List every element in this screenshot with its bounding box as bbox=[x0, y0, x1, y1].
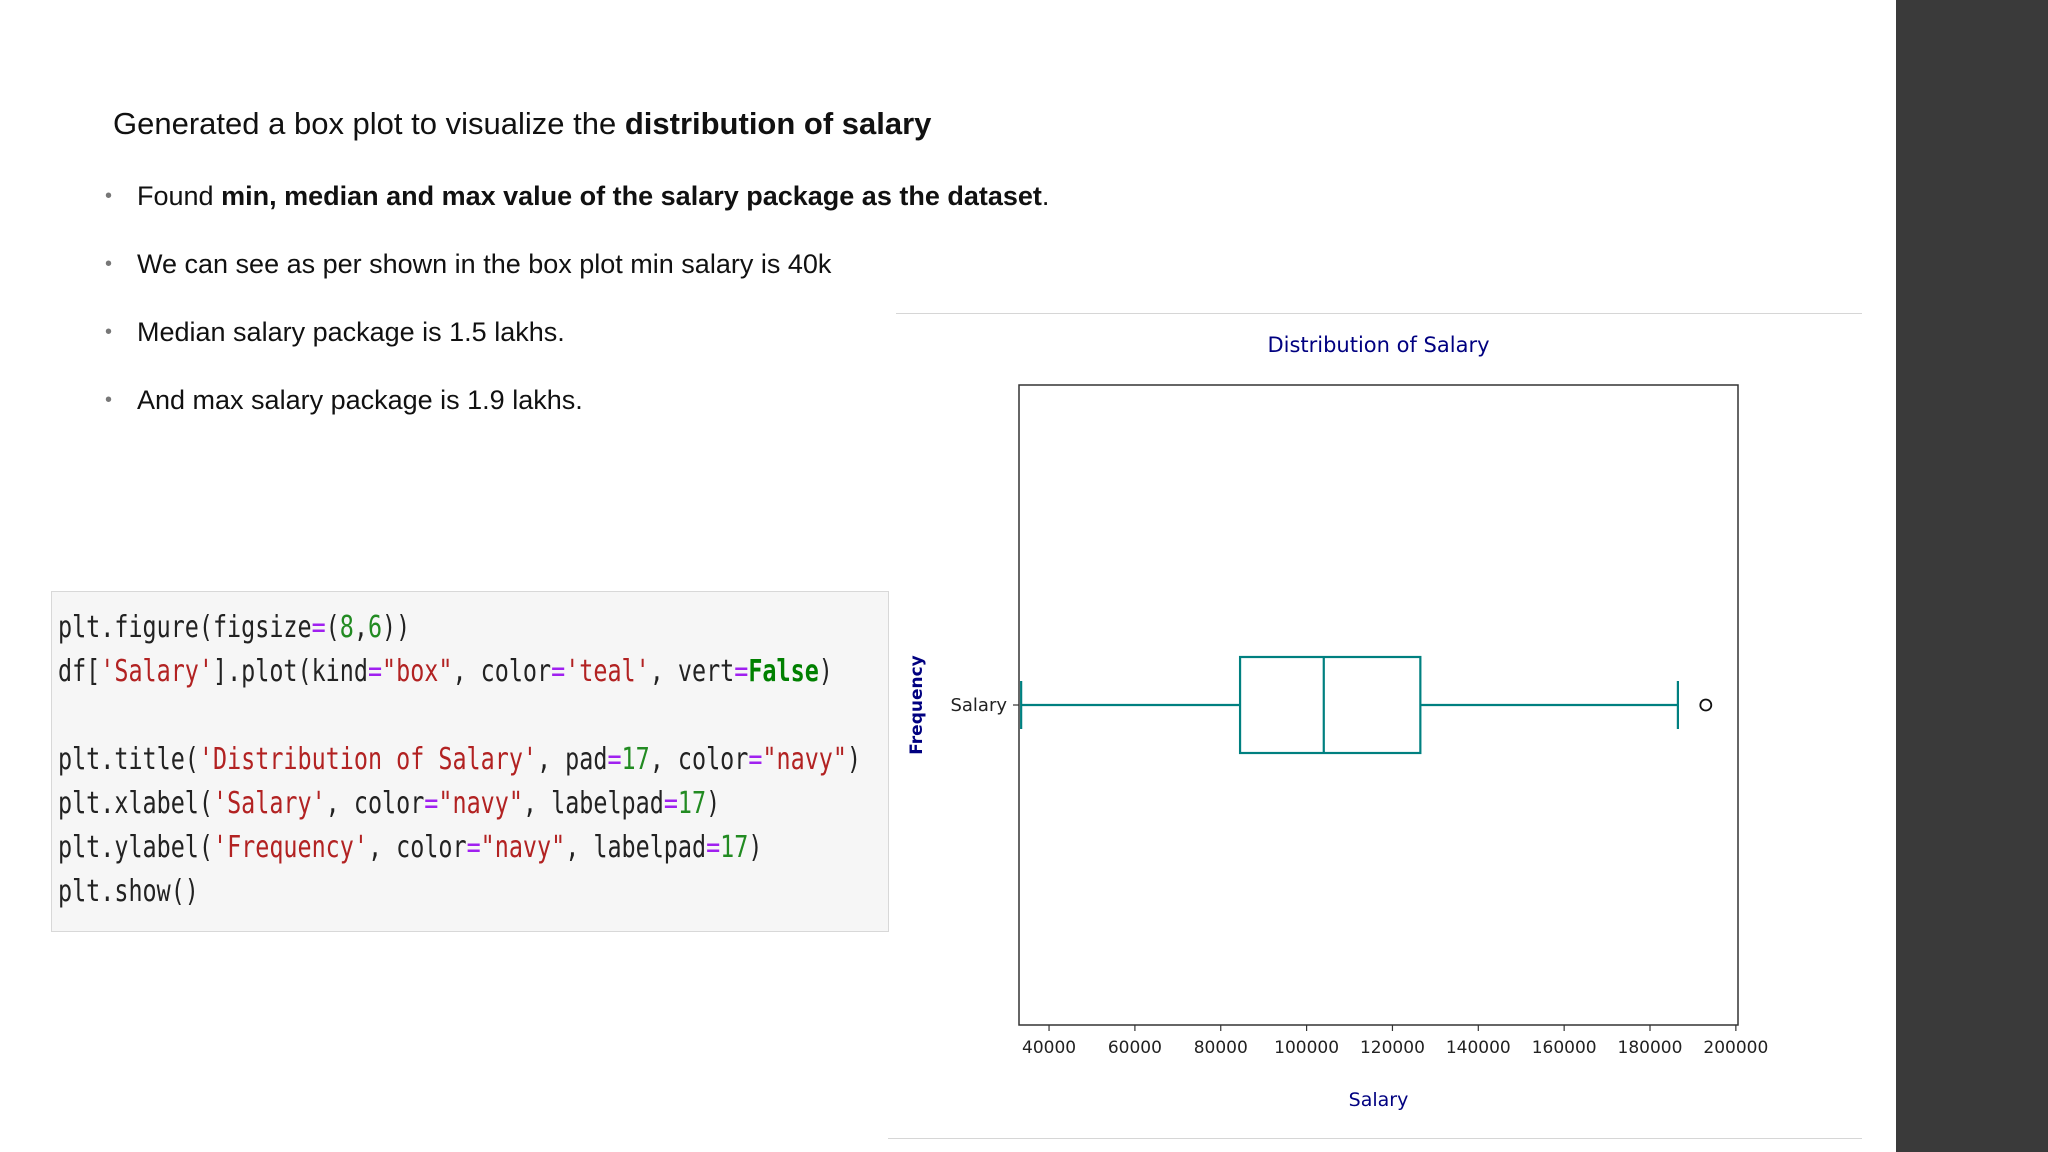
bullet-text-after: . bbox=[1041, 181, 1050, 211]
bullet-bold-text: min, median and max value of the salary … bbox=[221, 181, 1042, 211]
code-line: plt.ylabel('Frequency', color="navy", la… bbox=[58, 826, 762, 870]
box-plot-chart: Distribution of Salary 40000 60000 80000 100… bbox=[907, 333, 1768, 1111]
bullet-list: • Found min, median and max value of the … bbox=[105, 176, 1049, 448]
code-token: 6 bbox=[367, 610, 383, 645]
bullet-item: • Median salary package is 1.5 lakhs. bbox=[105, 312, 1049, 380]
bullet-item: • And max salary package is 1.9 lakhs. bbox=[105, 380, 1049, 448]
code-token: 'teal' bbox=[565, 654, 650, 689]
outlier-point bbox=[1699, 698, 1713, 712]
code-token: , labelpad bbox=[565, 830, 707, 865]
code-token: df[ bbox=[58, 654, 101, 689]
code-token: = bbox=[424, 786, 439, 821]
code-token: 17 bbox=[677, 786, 707, 821]
code-token: = bbox=[311, 610, 326, 645]
code-line: df['Salary'].plot(kind="box", color='tea… bbox=[58, 650, 833, 694]
x-axis-label: Salary bbox=[1349, 1089, 1409, 1111]
bullet-dot: • bbox=[105, 253, 113, 275]
slide-headline: Generated a box plot to visualize the di… bbox=[113, 106, 931, 142]
code-token: plt.xlabel( bbox=[58, 786, 213, 821]
code-token: "navy" bbox=[762, 742, 847, 777]
code-token: ) bbox=[818, 654, 833, 689]
code-token: , color bbox=[649, 742, 749, 777]
code-token: 'Salary' bbox=[100, 654, 213, 689]
code-token: 8 bbox=[339, 610, 354, 645]
code-token: , pad bbox=[537, 742, 608, 777]
right-dark-strip bbox=[1896, 0, 2048, 1152]
code-token: 'Frequency' bbox=[212, 830, 368, 865]
code-token: 17 bbox=[720, 830, 749, 865]
code-token: "box" bbox=[382, 654, 453, 689]
code-token: plt.ylabel( bbox=[58, 830, 213, 865]
code-token: , color bbox=[452, 654, 552, 689]
code-token: , bbox=[353, 610, 368, 645]
code-token: ( bbox=[325, 610, 340, 645]
code-token: plt.figure(figsize bbox=[58, 610, 312, 645]
x-tick-label: 160000 bbox=[1532, 1038, 1597, 1058]
bullet-dot: • bbox=[105, 185, 113, 207]
code-token: = bbox=[607, 742, 622, 777]
code-line: plt.title('Distribution of Salary', pad=… bbox=[58, 738, 861, 782]
bullet-text: Median salary package is 1.5 lakhs. bbox=[137, 317, 565, 347]
code-token: = bbox=[466, 830, 481, 865]
chart-title: Distribution of Salary bbox=[1267, 333, 1489, 357]
code-token: = bbox=[367, 654, 383, 689]
x-tick-label: 100000 bbox=[1274, 1038, 1339, 1058]
x-tick-label: 140000 bbox=[1446, 1038, 1511, 1058]
bullet-item: • We can see as per shown in the box plot… bbox=[105, 244, 1049, 312]
bullet-item: • Found min, median and max value of the … bbox=[105, 176, 1049, 244]
bullet-text: Found bbox=[137, 181, 222, 211]
code-token: "navy" bbox=[480, 830, 566, 865]
code-token: plt.show() bbox=[58, 874, 199, 909]
code-token: ) bbox=[846, 742, 862, 777]
bullet-text: We can see as per shown in the box plot … bbox=[137, 249, 832, 279]
figure-top-rule bbox=[896, 313, 1862, 314]
bullet-dot: • bbox=[105, 321, 113, 343]
x-tick-label: 120000 bbox=[1360, 1038, 1425, 1058]
code-token: , color bbox=[367, 830, 467, 865]
code-token: False bbox=[748, 654, 819, 689]
code-line: plt.figure(figsize=(8,6)) bbox=[58, 606, 705, 650]
code-token: = bbox=[748, 742, 763, 777]
bullet-text: And max salary package is 1.9 lakhs. bbox=[137, 385, 583, 415]
iqr-box bbox=[1238, 655, 1422, 755]
code-token: ) bbox=[706, 786, 721, 821]
code-token: 17 bbox=[621, 742, 650, 777]
code-cell: plt.figure(figsize=(8,6)) df['Salary'].pl… bbox=[51, 591, 889, 932]
code-line: plt.xlabel('Salary', color="navy", label… bbox=[58, 782, 720, 826]
code-token: plt.title( bbox=[58, 742, 199, 777]
x-tick-label: 80000 bbox=[1194, 1038, 1248, 1058]
code-token: , labelpad bbox=[522, 786, 664, 821]
code-token: = bbox=[663, 786, 678, 821]
code-token: 'Distribution of Salary' bbox=[198, 742, 538, 777]
code-line bbox=[58, 694, 705, 738]
code-token: ) bbox=[748, 830, 763, 865]
headline-normal: Generated a box plot to visualize the bbox=[113, 106, 625, 141]
y-tick-label: Salary bbox=[950, 695, 1007, 716]
code-token: "navy" bbox=[438, 786, 523, 821]
code-token: )) bbox=[382, 610, 411, 645]
bullet-dot: • bbox=[105, 389, 113, 411]
x-tick-label: 40000 bbox=[1022, 1038, 1076, 1058]
code-token: = bbox=[734, 654, 749, 689]
x-tick-label: 180000 bbox=[1618, 1038, 1683, 1058]
headline-bold: distribution of salary bbox=[624, 106, 932, 141]
y-axis-label: Frequency bbox=[907, 655, 927, 755]
x-tick-label: 60000 bbox=[1108, 1038, 1162, 1058]
code-token: , vert bbox=[649, 654, 735, 689]
code-token: = bbox=[706, 830, 721, 865]
figure-bottom-rule bbox=[888, 1138, 1862, 1139]
code-token: ].plot(kind bbox=[212, 654, 368, 689]
code-token: 'Salary' bbox=[212, 786, 326, 821]
x-tick-label: 200000 bbox=[1703, 1038, 1768, 1058]
code-line: plt.show() bbox=[58, 870, 705, 914]
code-token: , color bbox=[325, 786, 425, 821]
code-token: = bbox=[551, 654, 566, 689]
